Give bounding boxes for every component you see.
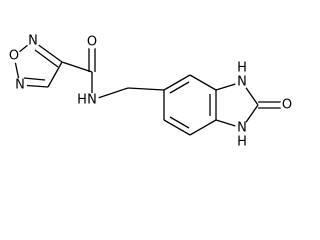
bond <box>47 61 63 88</box>
label-bg <box>13 78 27 92</box>
atom-label: H <box>237 135 247 150</box>
label-bg <box>235 121 249 135</box>
bond <box>23 77 46 81</box>
atom-label: H <box>77 93 87 108</box>
atom-label: N <box>87 93 97 108</box>
atom-label: O <box>87 35 97 50</box>
bond <box>169 81 190 94</box>
atom-labels: N O N O N H H N N H O <box>7 34 294 150</box>
atom-label: N <box>237 121 247 136</box>
bond <box>189 119 217 136</box>
label-bg <box>85 35 99 49</box>
bond <box>189 74 217 91</box>
label-bg <box>7 49 21 63</box>
atom-label: O <box>9 49 19 64</box>
bond <box>163 119 191 136</box>
page: {"atoms": ["N", "O", "N", "O", "N", "H",… <box>7 33 294 150</box>
label-bg <box>235 75 249 89</box>
atom-label: H <box>237 61 247 76</box>
label-bg <box>85 93 99 107</box>
label-bg <box>26 34 40 48</box>
molecule-diagram: N O N O N H H N N H O <box>7 34 294 150</box>
label-bg <box>280 98 294 112</box>
bond <box>127 87 165 91</box>
bond <box>61 61 93 73</box>
atom-label: N <box>15 78 25 93</box>
atom-label: N <box>237 75 247 90</box>
bond <box>163 74 191 91</box>
atom-label: O <box>282 98 292 113</box>
bond <box>34 49 59 68</box>
bond <box>169 116 190 129</box>
atom-label: N <box>28 34 38 49</box>
